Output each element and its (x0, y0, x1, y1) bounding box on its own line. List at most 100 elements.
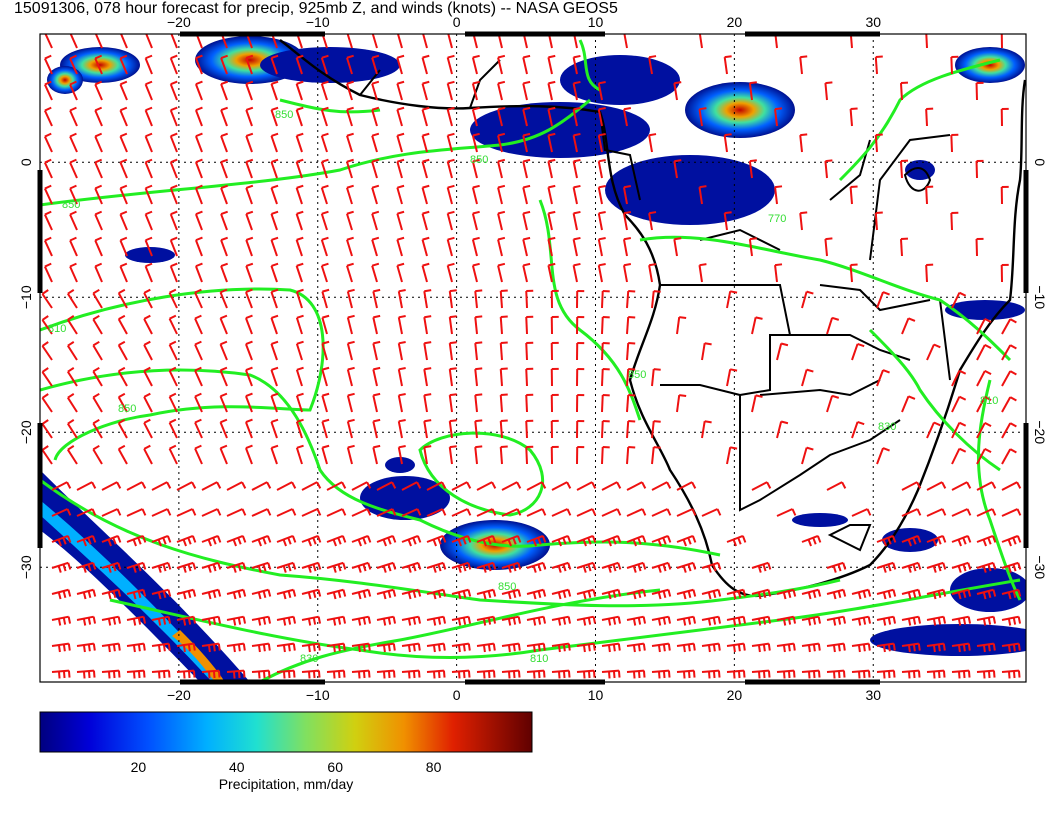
wind-barb (622, 237, 632, 257)
wind-barb (295, 262, 304, 283)
wind-barb (676, 534, 697, 547)
wind-barb (301, 642, 321, 653)
wind-barb (126, 481, 147, 491)
wind-barb (94, 184, 103, 205)
wind-barb (874, 55, 883, 75)
wind-barb (851, 669, 871, 679)
longitude-tick-label: −10 (306, 14, 330, 30)
wind-barb (976, 344, 992, 361)
wind-barb (976, 615, 997, 626)
wind-barb (67, 393, 78, 413)
wind-barb (497, 210, 506, 231)
wind-barb (1001, 508, 1022, 517)
wind-barb (295, 288, 304, 309)
wind-barb (346, 418, 355, 439)
wind-barb (901, 588, 922, 600)
wind-barb (826, 561, 847, 573)
wind-barb (396, 210, 405, 231)
wind-barb (726, 290, 738, 309)
wind-barb (119, 106, 128, 127)
wind-barb (101, 534, 122, 547)
wind-barb (69, 210, 78, 231)
wind-barb (601, 534, 622, 547)
wind-barb (601, 481, 622, 491)
wind-barb (295, 444, 304, 465)
wind-barb (169, 236, 178, 257)
wind-barb (476, 508, 497, 517)
wind-barb (92, 444, 103, 465)
wind-barb (701, 588, 722, 600)
wind-barb (801, 534, 822, 547)
wind-barb (601, 642, 621, 653)
wind-barb (824, 159, 833, 179)
wind-barb (397, 341, 406, 361)
wind-barb (76, 561, 97, 573)
wind-barb (651, 561, 672, 573)
wind-barb (143, 314, 153, 335)
wind-barb (94, 158, 103, 179)
wind-barb (751, 588, 772, 600)
wind-barb (144, 80, 153, 101)
wind-barb (76, 588, 97, 600)
wind-barb (525, 367, 534, 387)
wind-barb (301, 508, 322, 517)
wind-barb (126, 588, 147, 600)
wind-barb (168, 444, 178, 465)
wind-barb (626, 561, 647, 573)
wind-barb (376, 669, 396, 679)
wind-barb (676, 561, 697, 573)
wind-barb (94, 236, 103, 257)
wind-barb (801, 290, 814, 309)
wind-barb (701, 342, 712, 361)
contour-labels: 850 850 850 810 850 850 830 810 770 850 … (48, 109, 998, 665)
wind-barb (550, 393, 559, 413)
longitude-tick-label: 30 (865, 14, 881, 30)
wind-barb (925, 185, 934, 205)
wind-barb (376, 481, 397, 491)
wind-barb (219, 314, 228, 335)
wind-barb (951, 481, 972, 491)
wind-barb (522, 132, 531, 153)
wind-barb (43, 158, 53, 179)
wind-barb (547, 184, 556, 205)
wind-barb (301, 615, 322, 626)
wind-barb (143, 340, 153, 361)
wind-barb (226, 534, 247, 547)
wind-barb (41, 393, 53, 413)
wind-barb (251, 642, 271, 653)
contour-line (639, 235, 1012, 362)
wind-barb (376, 508, 397, 517)
wind-barb (701, 615, 722, 626)
wind-barb (194, 288, 203, 309)
precip-band (40, 470, 250, 682)
wind-barb (601, 446, 610, 465)
wind-barb (245, 366, 253, 387)
wind-barb (676, 394, 687, 413)
wind-barb (397, 445, 406, 465)
wind-barb (276, 508, 297, 517)
wind-barb (651, 534, 672, 547)
wind-barb (601, 316, 610, 335)
wind-barb (371, 80, 380, 101)
wind-barb (726, 588, 747, 600)
wind-barb (925, 34, 928, 49)
wind-barb (276, 481, 297, 491)
wind-barb (547, 210, 556, 231)
wind-barb (572, 210, 581, 231)
wind-barb (622, 263, 632, 283)
wind-barb (451, 615, 472, 626)
wind-barb (876, 588, 897, 600)
wind-barb (421, 158, 430, 179)
wind-barb (448, 445, 457, 465)
wind-barb (76, 481, 97, 491)
wind-barb (776, 508, 797, 517)
wind-barb (626, 394, 636, 413)
wind-barb (698, 185, 707, 205)
wind-barb (951, 369, 967, 387)
wind-barb (550, 289, 559, 309)
wind-barb (426, 615, 447, 626)
wind-barb (676, 508, 697, 517)
wind-barb (572, 106, 581, 127)
wind-barb (43, 184, 53, 205)
wind-barb (126, 615, 147, 626)
